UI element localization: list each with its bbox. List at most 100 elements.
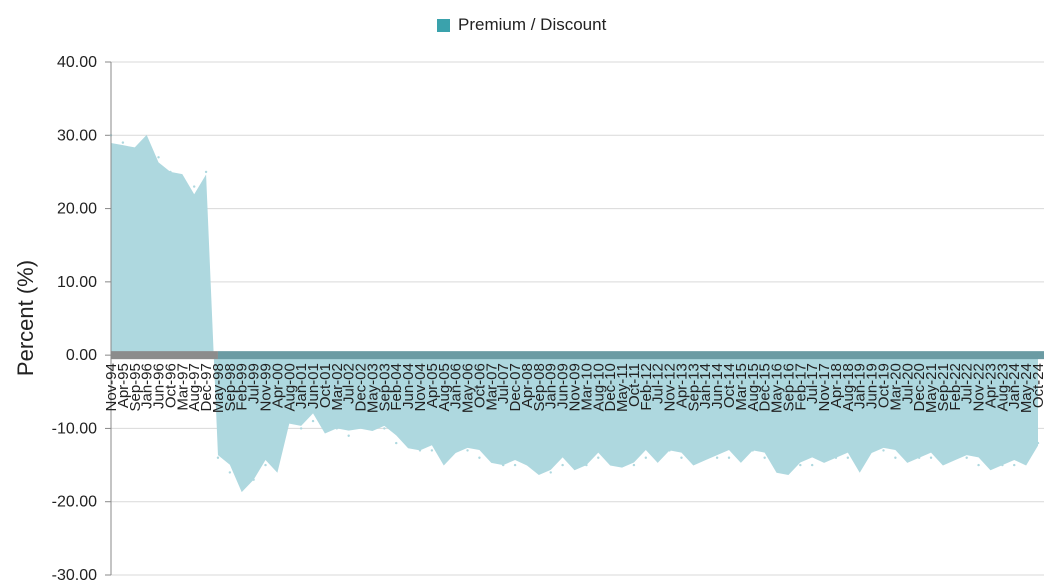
x-tick-label: Aug-15 — [745, 363, 762, 411]
data-point — [323, 427, 327, 430]
x-tick-label: Apr-23 — [982, 363, 999, 408]
x-tick-labels: Nov-94Apr-95Sep-95Jan-96Jun-96Oct-96Mar-… — [103, 363, 1044, 413]
area-layer — [109, 134, 1040, 493]
data-point — [347, 434, 350, 437]
x-tick-label: Aug-23 — [994, 363, 1011, 411]
data-point — [608, 456, 612, 459]
x-tick-label: Apr-95 — [115, 363, 132, 408]
data-point — [882, 449, 885, 452]
data-point — [228, 471, 232, 474]
x-tick-label: Mar-02 — [329, 363, 346, 411]
y-tick-label: 20.00 — [57, 201, 97, 218]
data-point — [965, 456, 968, 459]
x-tick-label: Nov-09 — [567, 363, 584, 411]
x-tick-label: Feb-17 — [792, 363, 809, 411]
data-point — [276, 463, 279, 467]
data-point — [858, 463, 861, 467]
data-point — [454, 449, 457, 452]
legend-label: Premium / Discount — [458, 15, 607, 34]
x-tick-label: Jan-09 — [543, 363, 560, 409]
data-point — [692, 456, 695, 459]
data-point — [383, 427, 386, 430]
data-point — [192, 185, 196, 188]
legend-swatch-icon — [437, 18, 450, 32]
x-tick-label: Jun-14 — [709, 363, 726, 409]
x-tick-label: Dec-20 — [911, 363, 928, 411]
data-point — [264, 463, 267, 467]
x-tick-label: Aug-97 — [186, 363, 203, 411]
x-tick-label: Mar-97 — [174, 363, 191, 411]
x-tick-label: Aug-18 — [840, 363, 857, 411]
data-point — [525, 456, 529, 459]
data-point — [989, 463, 992, 467]
x-tick-label: Apr-18 — [828, 363, 845, 408]
x-tick-label: Nov-22 — [971, 363, 988, 411]
legend[interactable]: Premium / Discount — [437, 14, 606, 36]
x-tick-label: Apr-05 — [424, 363, 441, 408]
x-tick-label: Apr-08 — [519, 363, 536, 408]
x-tick-label: May-11 — [614, 363, 631, 412]
data-point — [288, 419, 291, 423]
data-point — [442, 456, 445, 459]
y-tick-label: -30.00 — [52, 567, 97, 584]
data-point — [181, 178, 184, 181]
x-tick-label: Jan-96 — [139, 363, 156, 409]
data-point — [1013, 463, 1016, 467]
data-point — [941, 456, 945, 459]
series-area — [111, 134, 1038, 493]
data-point — [216, 456, 220, 459]
x-tick-label: May-16 — [769, 363, 786, 413]
x-tick-label: Nov-99 — [258, 363, 275, 411]
data-point — [953, 456, 957, 459]
x-tick-label: Jul-07 — [495, 363, 512, 404]
data-point — [1001, 463, 1004, 467]
x-tick-label: Jul-99 — [246, 363, 263, 404]
data-point — [870, 449, 873, 452]
data-point — [680, 456, 683, 459]
x-tick-label: Sep-98 — [222, 363, 239, 411]
x-tick-label: Feb-04 — [388, 363, 405, 411]
y-tick-label: -10.00 — [52, 420, 97, 437]
x-tick-label: Jul-20 — [899, 363, 916, 404]
x-tick-label: Oct-24 — [1030, 363, 1044, 408]
x-tick-label: May-21 — [923, 363, 940, 413]
data-point — [573, 463, 576, 467]
x-tick-label: Feb-12 — [638, 363, 655, 411]
x-tick-label: Aug-10 — [590, 363, 607, 411]
x-tick-label: Jun-09 — [555, 363, 572, 409]
data-point — [371, 427, 374, 430]
data-point — [894, 456, 897, 459]
x-tick-label: Oct-01 — [317, 363, 334, 408]
x-tick-label: Sep-13 — [685, 363, 702, 411]
data-point — [157, 156, 160, 159]
x-tick-label: Feb-22 — [947, 363, 964, 411]
data-point — [917, 456, 921, 459]
data-point — [549, 471, 552, 474]
data-point — [145, 141, 148, 144]
data-point — [763, 456, 766, 459]
data-point — [644, 456, 648, 459]
data-point — [490, 456, 493, 459]
data-point — [739, 456, 743, 459]
data-point — [668, 449, 671, 452]
x-tick-label: Sep-08 — [531, 363, 548, 411]
axes — [110, 62, 1044, 575]
data-point — [252, 478, 255, 481]
x-tick-label: Oct-96 — [162, 363, 179, 408]
data-point — [620, 463, 624, 467]
x-tick-label: Jan-01 — [293, 363, 310, 409]
x-tick-label: Jun-96 — [151, 363, 168, 409]
y-tick-label: -20.00 — [52, 494, 97, 511]
data-point — [846, 456, 850, 459]
data-point — [133, 148, 136, 152]
x-tick-label: Apr-00 — [269, 363, 286, 408]
data-point — [204, 170, 208, 174]
data-point — [727, 456, 731, 459]
x-tick-label: Jul-22 — [959, 363, 976, 404]
x-tick-label: Sep-03 — [376, 363, 393, 411]
data-point — [418, 449, 422, 452]
y-tick-label: 10.00 — [57, 274, 97, 291]
x-tick-label: Dec-02 — [353, 363, 370, 411]
x-tick-label: Feb-99 — [234, 363, 251, 411]
